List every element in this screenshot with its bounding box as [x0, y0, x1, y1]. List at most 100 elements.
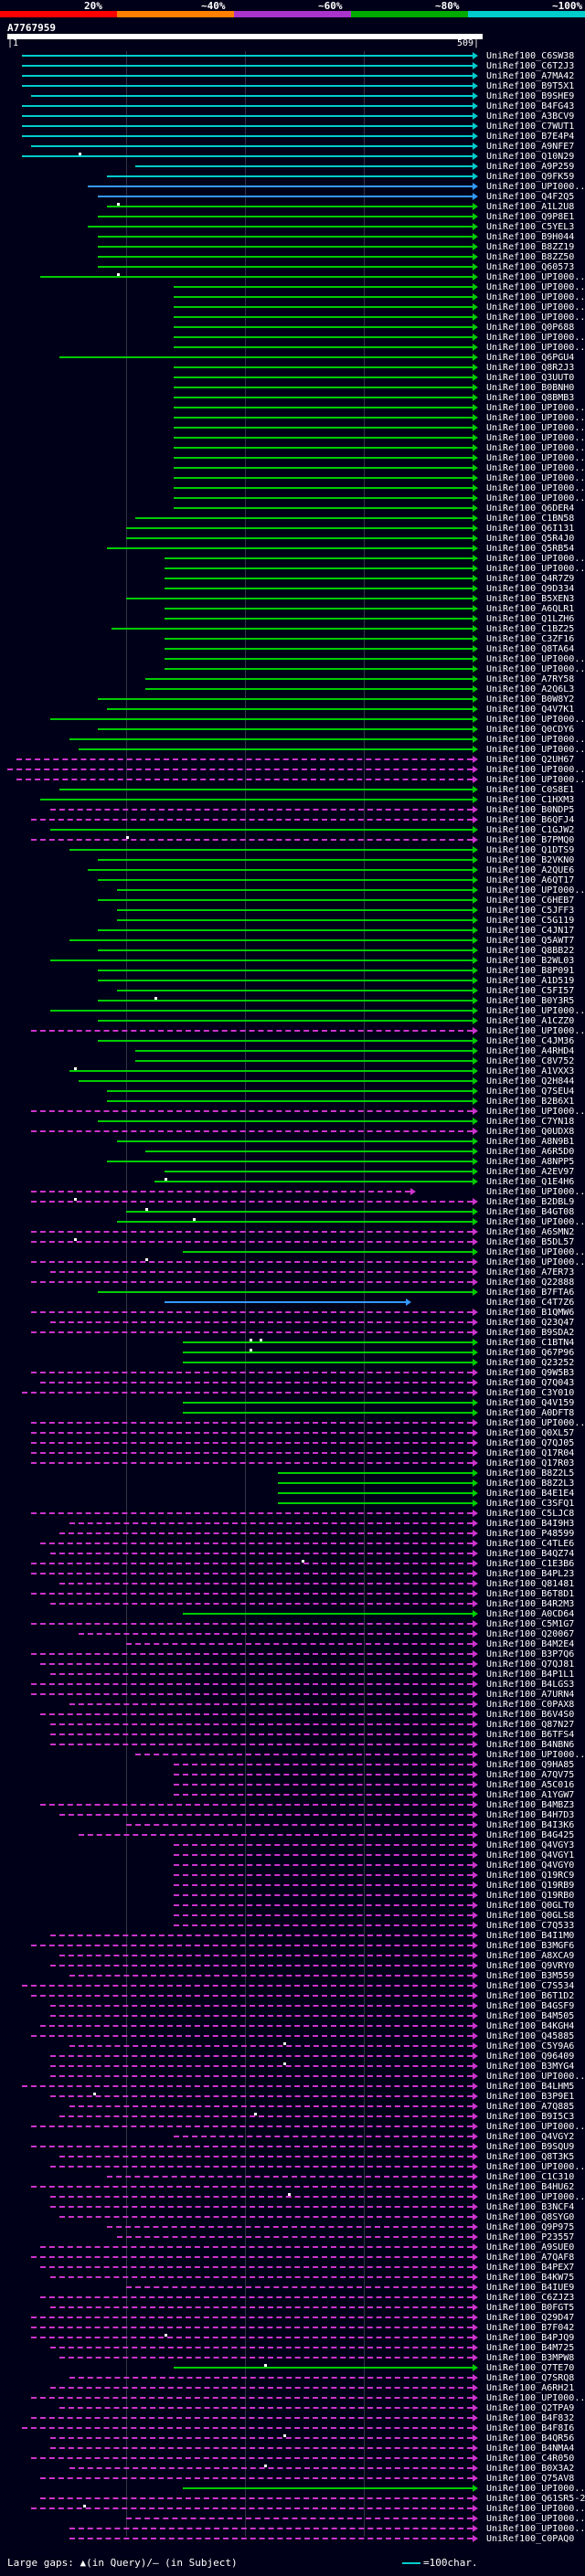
hit-row[interactable]: UniRef100_Q4V159	[0, 1398, 585, 1408]
hit-row[interactable]: UniRef100_B9SQU9	[0, 2142, 585, 2152]
hit-alignment-line[interactable]	[97, 1291, 473, 1293]
hit-alignment-line[interactable]	[174, 1864, 473, 1866]
hit-alignment-line[interactable]	[116, 889, 473, 891]
hit-alignment-line[interactable]	[31, 95, 473, 97]
hit-label-link[interactable]: UniRef100_B5XEN3	[486, 594, 575, 604]
hit-row[interactable]: UniRef100_C6ZJZ3	[0, 2293, 585, 2303]
hit-label-link[interactable]: UniRef100_B9H044	[486, 232, 575, 242]
hit-alignment-line[interactable]	[97, 728, 473, 730]
hit-label-link[interactable]: UniRef100_A7QAF8	[486, 2253, 575, 2263]
hit-alignment-line[interactable]	[97, 196, 473, 197]
hit-label-link[interactable]: UniRef100_B1QMW6	[486, 1308, 575, 1318]
hit-label-link[interactable]: UniRef100_Q20067	[486, 1629, 575, 1639]
hit-alignment-line[interactable]	[40, 2497, 473, 2499]
hit-alignment-line[interactable]	[31, 1512, 473, 1514]
hit-alignment-line[interactable]	[174, 477, 473, 479]
hit-alignment-line[interactable]	[31, 2186, 473, 2188]
hit-row[interactable]: UniRef100_B9SDA2	[0, 1328, 585, 1338]
hit-label-link[interactable]: UniRef100_A7QV75	[486, 1770, 575, 1780]
hit-alignment-line[interactable]	[126, 1643, 473, 1645]
hit-row[interactable]: UniRef100_A6QLR1	[0, 604, 585, 614]
hit-row[interactable]: UniRef100_C5JFF3	[0, 906, 585, 916]
hit-row[interactable]: UniRef100_UPI000...	[0, 775, 585, 785]
hit-alignment-line[interactable]	[31, 1110, 473, 1112]
hit-row[interactable]: UniRef100_Q7QJ05	[0, 1438, 585, 1448]
hit-row[interactable]: UniRef100_UPI000...	[0, 343, 585, 353]
hit-label-link[interactable]: UniRef100_Q67P96	[486, 1348, 575, 1358]
hit-label-link[interactable]: UniRef100_A8XCA9	[486, 1951, 575, 1961]
hit-row[interactable]: UniRef100_B4NMA4	[0, 2443, 585, 2454]
hit-row[interactable]: UniRef100_Q8TA64	[0, 644, 585, 654]
hit-alignment-line[interactable]	[174, 497, 473, 499]
hit-alignment-line[interactable]	[135, 165, 473, 167]
hit-alignment-line[interactable]	[116, 990, 473, 991]
hit-alignment-line[interactable]	[97, 970, 473, 971]
hit-alignment-line[interactable]	[31, 2256, 473, 2258]
hit-alignment-line[interactable]	[174, 487, 473, 489]
hit-label-link[interactable]: UniRef100_UPI000...	[486, 1257, 585, 1267]
hit-label-link[interactable]: UniRef100_Q7SRQ8	[486, 2373, 575, 2383]
hit-row[interactable]: UniRef100_A6R5D0	[0, 1147, 585, 1157]
hit-label-link[interactable]: UniRef100_A2EV97	[486, 1167, 575, 1177]
hit-label-link[interactable]: UniRef100_C8V752	[486, 1056, 575, 1066]
hit-label-link[interactable]: UniRef100_UPI000...	[486, 715, 585, 725]
hit-row[interactable]: UniRef100_Q2UH67	[0, 755, 585, 765]
hit-row[interactable]: UniRef100_Q10N29	[0, 152, 585, 162]
hit-row[interactable]: UniRef100_B9I5C3	[0, 2112, 585, 2122]
hit-row[interactable]: UniRef100_UPI000...	[0, 423, 585, 433]
hit-alignment-line[interactable]	[126, 1824, 473, 1826]
hit-alignment-line[interactable]	[31, 1462, 473, 1464]
hit-label-link[interactable]: UniRef100_A7RY58	[486, 674, 575, 684]
hit-alignment-line[interactable]	[174, 286, 473, 288]
hit-row[interactable]: UniRef100_Q67P96	[0, 1348, 585, 1358]
hit-row[interactable]: UniRef100_B4IUE9	[0, 2283, 585, 2293]
hit-alignment-line[interactable]	[79, 1080, 473, 1082]
hit-alignment-line[interactable]	[97, 698, 473, 700]
hit-row[interactable]: UniRef100_Q81481	[0, 1579, 585, 1589]
hit-label-link[interactable]: UniRef100_UPI000...	[486, 182, 585, 192]
hit-alignment-line[interactable]	[49, 2095, 473, 2097]
hit-alignment-line[interactable]	[174, 1894, 473, 1896]
hit-row[interactable]: UniRef100_B4F8I6	[0, 2423, 585, 2433]
hit-alignment-line[interactable]	[31, 1432, 473, 1434]
hit-alignment-line[interactable]	[112, 628, 473, 630]
hit-label-link[interactable]: UniRef100_P48599	[486, 1529, 575, 1539]
hit-row[interactable]: UniRef100_A8N9B1	[0, 1137, 585, 1147]
hit-label-link[interactable]: UniRef100_Q0UDX8	[486, 1127, 575, 1137]
hit-row[interactable]: UniRef100_Q0GLS8	[0, 1911, 585, 1921]
hit-label-link[interactable]: UniRef100_C3ZF16	[486, 634, 575, 644]
hit-row[interactable]: UniRef100_B6TFS4	[0, 1730, 585, 1740]
hit-label-link[interactable]: UniRef100_UPI000...	[486, 664, 585, 674]
hit-label-link[interactable]: UniRef100_Q8TA64	[486, 644, 575, 654]
hit-row[interactable]: UniRef100_B4FG43	[0, 101, 585, 111]
hit-label-link[interactable]: UniRef100_UPI000...	[486, 282, 585, 292]
hit-label-link[interactable]: UniRef100_C3SFQ1	[486, 1499, 575, 1509]
hit-row[interactable]: UniRef100_B4PL23	[0, 1569, 585, 1579]
hit-row[interactable]: UniRef100_Q8BMB3	[0, 393, 585, 403]
hit-row[interactable]: UniRef100_Q29D47	[0, 2313, 585, 2323]
hit-label-link[interactable]: UniRef100_Q17R03	[486, 1458, 575, 1468]
hit-row[interactable]: UniRef100_A7MA42	[0, 71, 585, 81]
hit-row[interactable]: UniRef100_B4GSF9	[0, 2001, 585, 2011]
hit-label-link[interactable]: UniRef100_B9I5C3	[486, 2112, 575, 2122]
hit-label-link[interactable]: UniRef100_B4PEX7	[486, 2263, 575, 2273]
hit-row[interactable]: UniRef100_UPI000...	[0, 463, 585, 473]
hit-row[interactable]: UniRef100_UPI000...	[0, 1187, 585, 1197]
hit-alignment-line[interactable]	[16, 758, 473, 760]
hit-label-link[interactable]: UniRef100_Q1E4H6	[486, 1177, 575, 1187]
hit-label-link[interactable]: UniRef100_UPI000...	[486, 1418, 585, 1428]
hit-alignment-line[interactable]	[174, 417, 473, 419]
hit-label-link[interactable]: UniRef100_B6T8D1	[486, 1589, 575, 1599]
hit-alignment-line[interactable]	[97, 236, 473, 238]
hit-row[interactable]: UniRef100_B4PJQ9	[0, 2333, 585, 2343]
hit-alignment-line[interactable]	[174, 457, 473, 459]
hit-alignment-line[interactable]	[59, 789, 473, 790]
hit-row[interactable]: UniRef100_Q4VGY2	[0, 2132, 585, 2142]
hit-alignment-line[interactable]	[164, 618, 473, 620]
hit-row[interactable]: UniRef100_A8XCA9	[0, 1951, 585, 1961]
hit-label-link[interactable]: UniRef100_Q81481	[486, 1579, 575, 1589]
hit-label-link[interactable]: UniRef100_B3P9E1	[486, 2092, 575, 2102]
hit-label-link[interactable]: UniRef100_Q5R4J0	[486, 534, 575, 544]
hit-alignment-line[interactable]	[59, 1583, 473, 1585]
hit-label-link[interactable]: UniRef100_A9SUE0	[486, 2242, 575, 2253]
